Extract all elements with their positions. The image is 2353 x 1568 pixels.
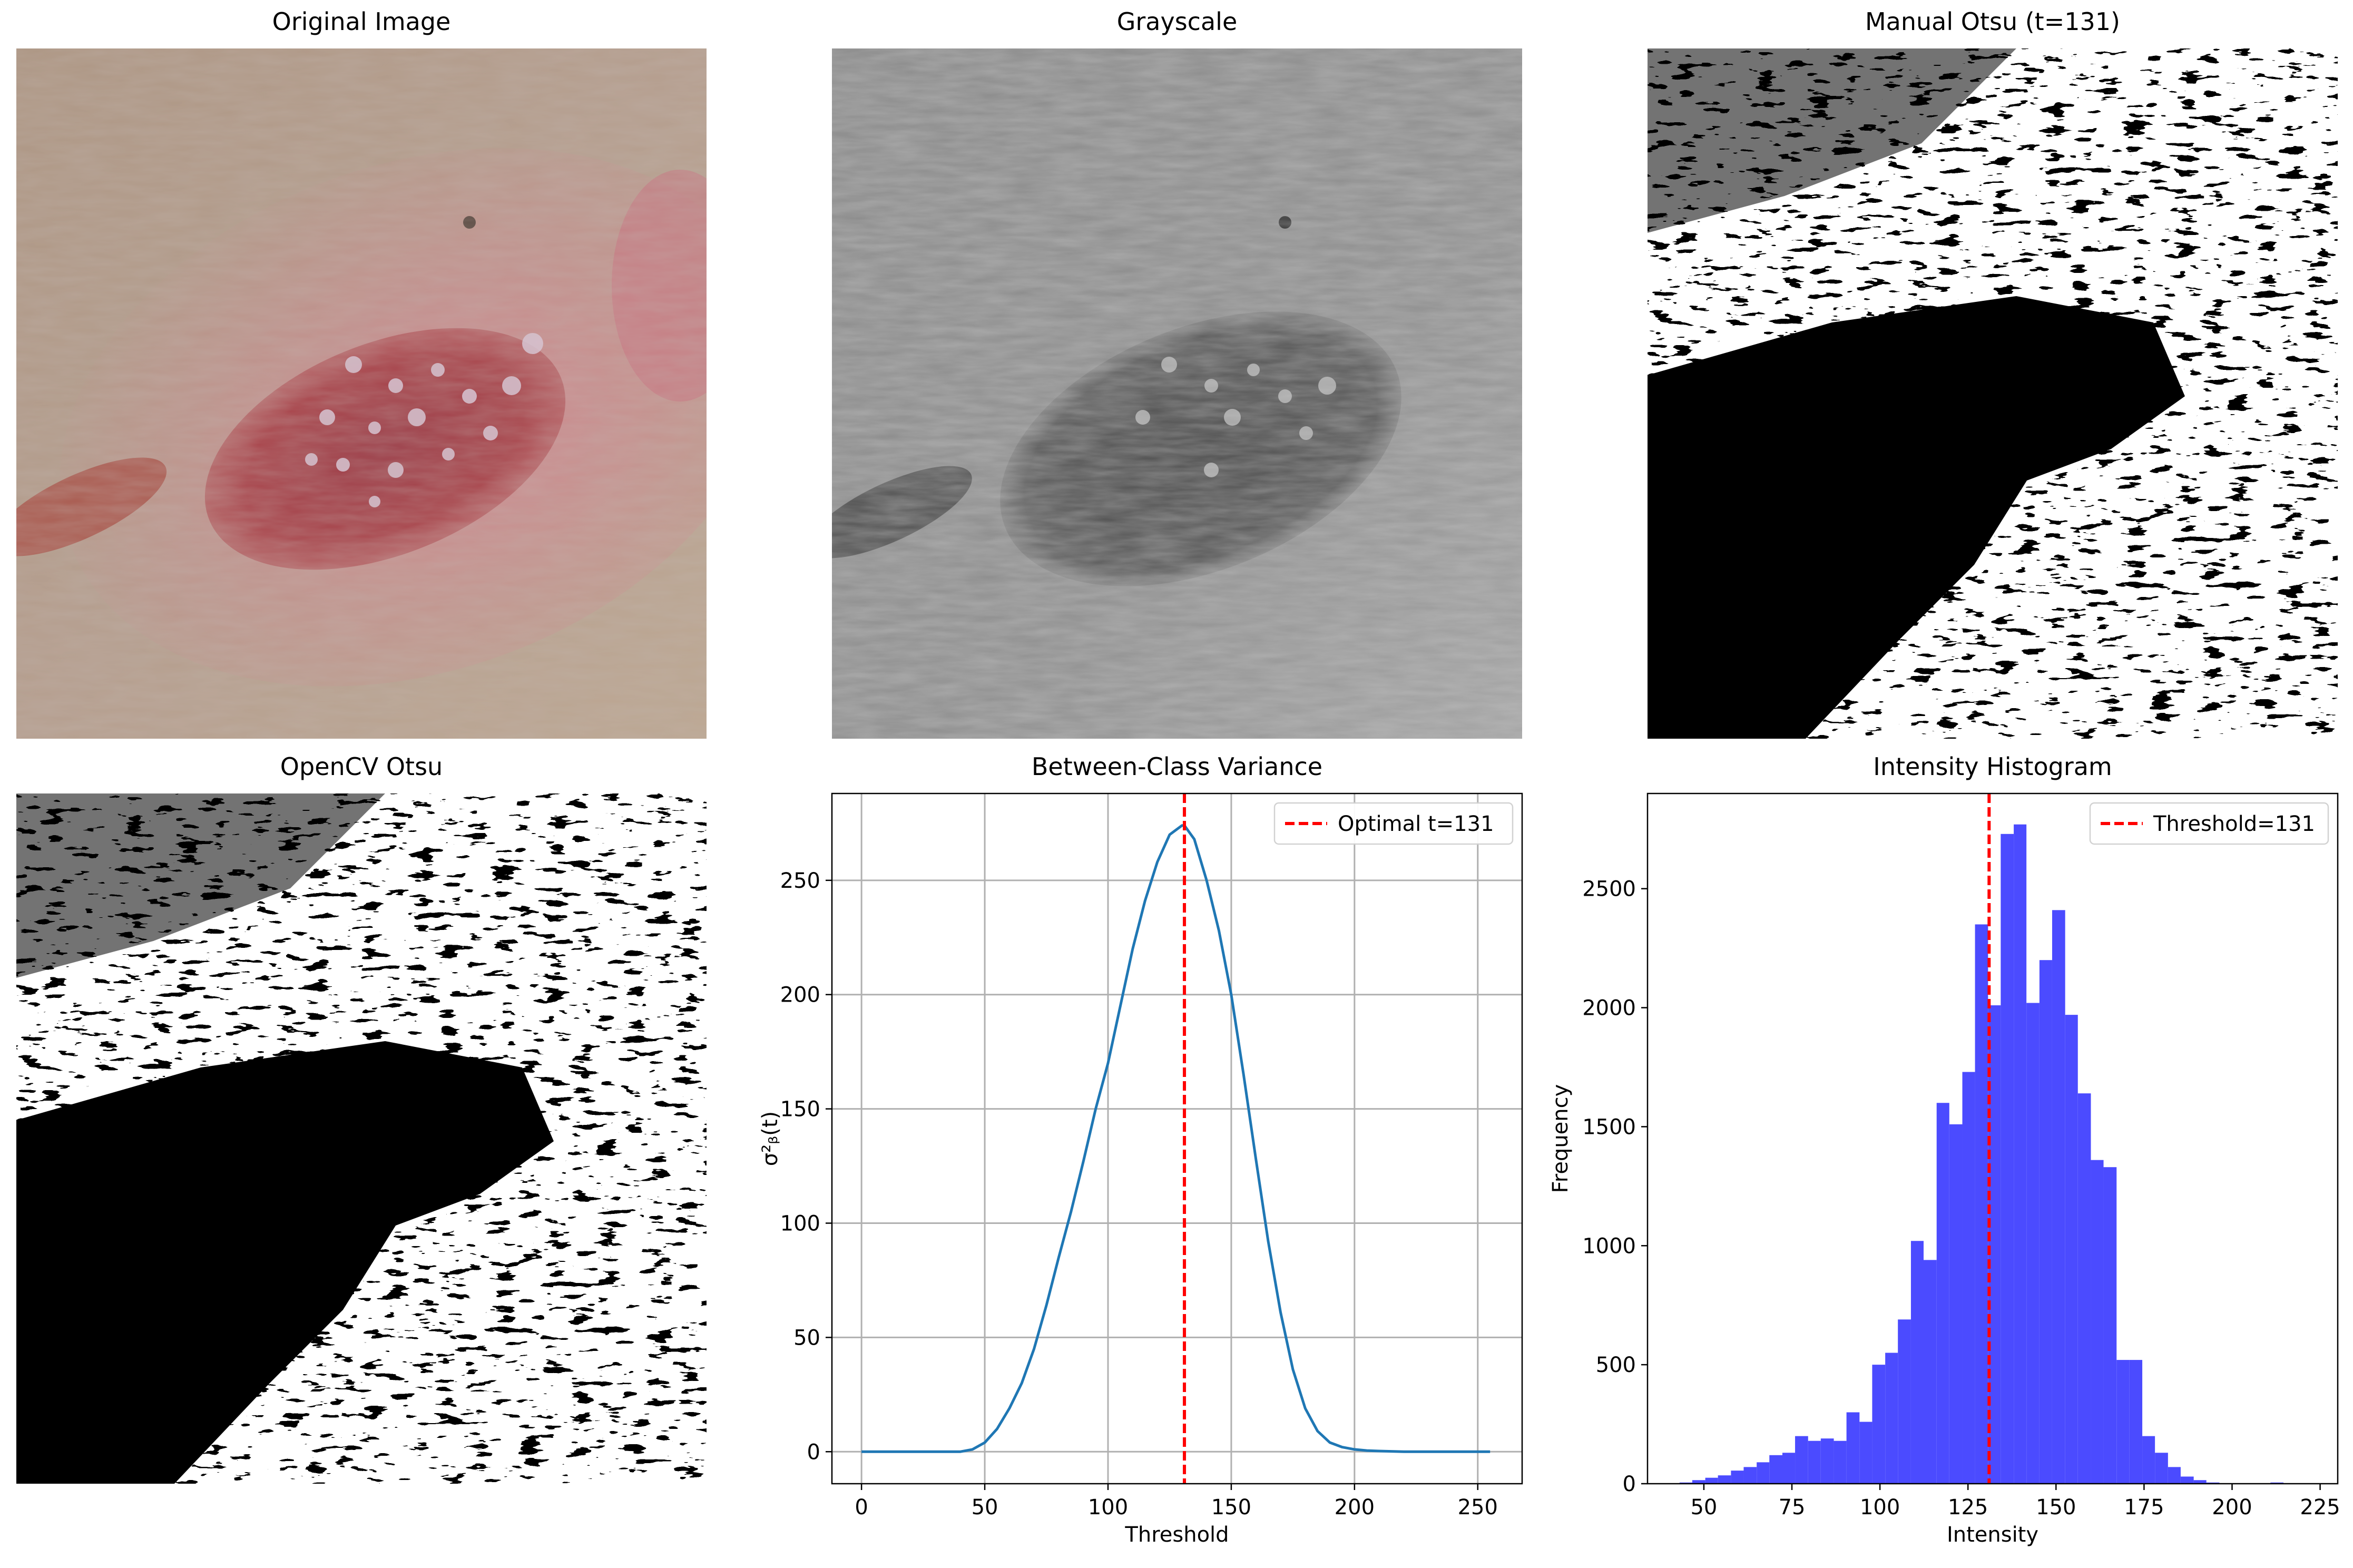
histogram-bar-9	[1795, 1436, 1808, 1484]
histogram-x-tick-label-5: 175	[2124, 1495, 2164, 1520]
variance-y-tick-label-2: 100	[780, 1211, 820, 1236]
histogram-bar-4	[1731, 1471, 1744, 1484]
histogram-bar-1	[1692, 1480, 1705, 1484]
histogram-x-tick-label-3: 125	[1948, 1495, 1988, 1520]
variance-x-axis-label: Threshold	[1124, 1523, 1229, 1547]
histogram-bar-20	[1936, 1103, 1949, 1484]
variance-y-tick-label-5: 250	[780, 869, 820, 893]
variance-y-axis-label: σ²ᵦ(t)	[758, 1111, 782, 1166]
histogram-x-tick-label-1: 75	[1779, 1495, 1806, 1520]
histogram-y-tick-label-0: 0	[1623, 1472, 1636, 1496]
variance-x-tick-label-5: 250	[1458, 1495, 1498, 1520]
histogram-legend-box	[2089, 802, 2329, 845]
variance-x-tick-label-0: 0	[855, 1495, 868, 1520]
histogram-x-axis-label: Intensity	[1947, 1523, 2038, 1547]
variance-y-tick-label-4: 200	[780, 983, 820, 1007]
histogram-bar-38	[2168, 1467, 2181, 1484]
variance-x-tick-label-3: 150	[1211, 1495, 1251, 1520]
variance-y-tick-label-0: 0	[807, 1440, 820, 1464]
histogram-bar-13	[1846, 1412, 1860, 1484]
histogram-x-tick-label-2: 100	[1860, 1495, 1900, 1520]
variance-x-tick-label-1: 50	[972, 1495, 998, 1520]
histogram-bar-2	[1705, 1477, 1718, 1484]
histogram-bar-37	[2155, 1453, 2168, 1484]
histogram-bar-30	[2065, 1015, 2078, 1484]
histogram-bar-26	[2014, 824, 2027, 1484]
histogram-bar-8	[1782, 1453, 1796, 1484]
histogram-bar-33	[2103, 1167, 2117, 1484]
histogram-bar-10	[1808, 1440, 1821, 1484]
histogram-bar-6	[1757, 1462, 1770, 1484]
histogram-legend-label: Threshold=131	[2153, 812, 2315, 836]
histogram-bar-17	[1898, 1319, 1911, 1484]
histogram-y-tick-label-3: 1500	[1582, 1115, 1636, 1139]
variance-plot-frame	[831, 792, 1523, 1485]
histogram-bar-0	[1679, 1482, 1692, 1484]
manual-otsu-image	[1648, 48, 2338, 739]
grayscale-image	[832, 48, 1522, 739]
opencv-otsu-title: OpenCV Otsu	[280, 752, 443, 781]
histogram-bar-24	[1988, 1005, 2001, 1484]
variance-title: Between-Class Variance	[1031, 752, 1323, 781]
variance-legend-label: Optimal t=131	[1338, 812, 1494, 836]
histogram-bar-29	[2052, 910, 2065, 1484]
histogram-bar-18	[1910, 1241, 1924, 1484]
variance-x-tick-label-4: 200	[1335, 1495, 1375, 1520]
histogram-bar-11	[1820, 1438, 1834, 1484]
variance-y-tick-label-3: 150	[780, 1097, 820, 1122]
opencv-otsu-image	[16, 793, 707, 1484]
histogram-bar-39	[2180, 1476, 2194, 1484]
histogram-x-tick-label-6: 200	[2212, 1495, 2252, 1520]
histogram-bar-21	[1949, 1124, 1963, 1484]
histogram-y-axis-label: Frequency	[1548, 1084, 1573, 1193]
histogram-bar-27	[2026, 1003, 2040, 1484]
histogram-bar-23	[1975, 924, 1988, 1484]
variance-y-tick-label-1: 50	[793, 1326, 820, 1350]
histogram-bar-31	[2077, 1093, 2091, 1484]
histogram-x-tick-label-4: 150	[2036, 1495, 2076, 1520]
histogram-bar-19	[1924, 1260, 1937, 1484]
variance-legend-box	[1273, 802, 1514, 845]
histogram-bar-36	[2142, 1436, 2155, 1484]
histogram-title: Intensity Histogram	[1873, 752, 2112, 781]
histogram-bar-22	[1962, 1072, 1975, 1484]
variance-x-tick-label-2: 100	[1088, 1495, 1128, 1520]
histogram-plot-frame	[1646, 792, 2339, 1485]
histogram-bar-15	[1872, 1365, 1886, 1484]
histogram-bar-40	[2193, 1480, 2207, 1484]
histogram-y-tick-label-4: 2000	[1582, 996, 1636, 1021]
histogram-bar-28	[2039, 960, 2052, 1484]
histogram-bar-12	[1834, 1440, 1847, 1484]
manual-otsu-title: Manual Otsu (t=131)	[1865, 7, 2121, 36]
histogram-bar-3	[1718, 1475, 1731, 1484]
histogram-bar-41	[2206, 1482, 2220, 1484]
histogram-bar-16	[1885, 1353, 1898, 1484]
histogram-y-tick-label-2: 1000	[1582, 1234, 1636, 1258]
histogram-bar-35	[2129, 1360, 2143, 1484]
histogram-bar-32	[2091, 1160, 2104, 1484]
histogram-bar-7	[1769, 1455, 1782, 1484]
original-image	[16, 48, 707, 739]
histogram-y-tick-label-5: 2500	[1582, 877, 1636, 901]
histogram-bar-25	[2001, 834, 2014, 1484]
histogram-bar-5	[1743, 1467, 1757, 1484]
histogram-x-tick-label-7: 225	[2300, 1495, 2340, 1520]
histogram-bar-34	[2116, 1360, 2130, 1484]
grayscale-title: Grayscale	[1116, 7, 1238, 36]
variance-curve	[861, 824, 1491, 1453]
original-image-title: Original Image	[272, 7, 451, 36]
histogram-y-tick-label-1: 500	[1596, 1353, 1636, 1377]
histogram-x-tick-label-0: 50	[1690, 1495, 1717, 1520]
histogram-bar-14	[1859, 1422, 1872, 1484]
histogram-bar-46	[2270, 1482, 2284, 1484]
